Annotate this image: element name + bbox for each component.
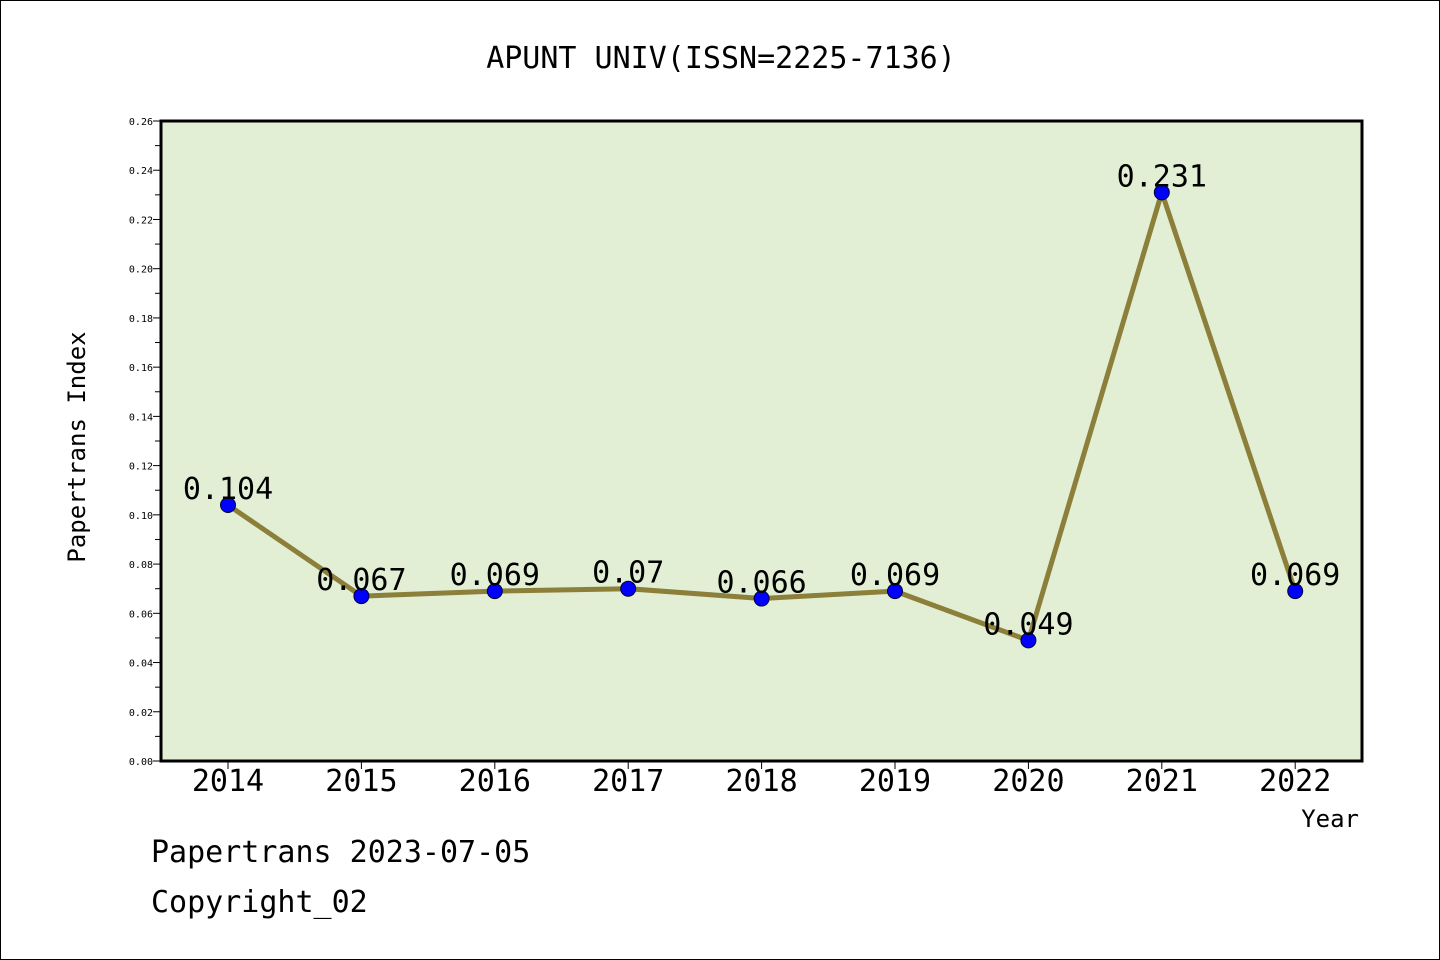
data-point [486,583,503,600]
y-tick-label: 0.18 [129,314,153,325]
chart-title: APUNT UNIV(ISSN=2225-7136) [486,41,956,76]
y-tick-label: 0.24 [129,166,153,177]
x-tick-label: 2015 [325,764,397,799]
plot-area [159,119,1364,763]
data-point [887,583,903,600]
x-tick-label: 2018 [725,764,797,799]
y-tick-label: 0.04 [129,659,153,670]
x-tick-label: 2016 [459,764,531,799]
data-point [1153,184,1170,201]
source-date-text: Papertrans 2023-07-05 [151,835,531,870]
x-tick-label: 2014 [192,764,264,799]
x-tick-label: 2019 [859,764,931,799]
data-point [620,580,637,597]
data-label: 0.049 [983,607,1073,642]
data-point [220,497,236,513]
x-axis: 2014 2015 2016 2017 2018 2019 2020 2021 2022 [192,761,1331,799]
x-tick-label: 2022 [1259,764,1331,799]
data-label: 0.066 [716,566,806,601]
x-axis-label: Year [1301,805,1359,833]
y-tick-label: 0.20 [129,265,153,276]
y-tick-label: 0.16 [129,363,153,374]
data-point [1020,632,1037,649]
y-tick-label: 0.14 [129,412,153,423]
y-tick-label: 0.06 [129,609,153,620]
y-tick-label: 0.00 [129,757,153,768]
data-label: 0.104 [183,472,273,507]
y-tick-label: 0.02 [129,708,153,719]
y-tick-label: 0.22 [129,215,153,226]
data-label: 0.231 [1117,159,1207,194]
y-tick-label: 0.08 [129,560,153,571]
x-tick-label: 2017 [592,764,664,799]
copyright-text: Copyright_02 [151,885,368,920]
data-series: 0.104 0.067 0.069 0.07 0.066 0.069 0.049 0.231 0… [183,159,1340,649]
data-label: 0.069 [850,558,940,593]
data-label: 0.07 [592,556,664,591]
data-label: 0.069 [450,558,540,593]
y-axis: 0.00 0.02 0.04 0.06 0.08 0.10 0.12 0.14 0.16 0.18… [129,117,161,768]
data-point [753,590,770,607]
data-point [353,588,370,605]
data-label: 0.067 [316,563,406,598]
data-label: 0.069 [1250,558,1340,593]
y-axis-label: Papertrans Index [63,331,91,562]
x-tick-label: 2021 [1126,764,1198,799]
data-point [1287,583,1304,600]
y-tick-label: 0.26 [129,117,153,128]
y-tick-label: 0.12 [129,462,153,473]
y-tick-label: 0.10 [129,511,153,522]
x-tick-label: 2020 [992,764,1064,799]
